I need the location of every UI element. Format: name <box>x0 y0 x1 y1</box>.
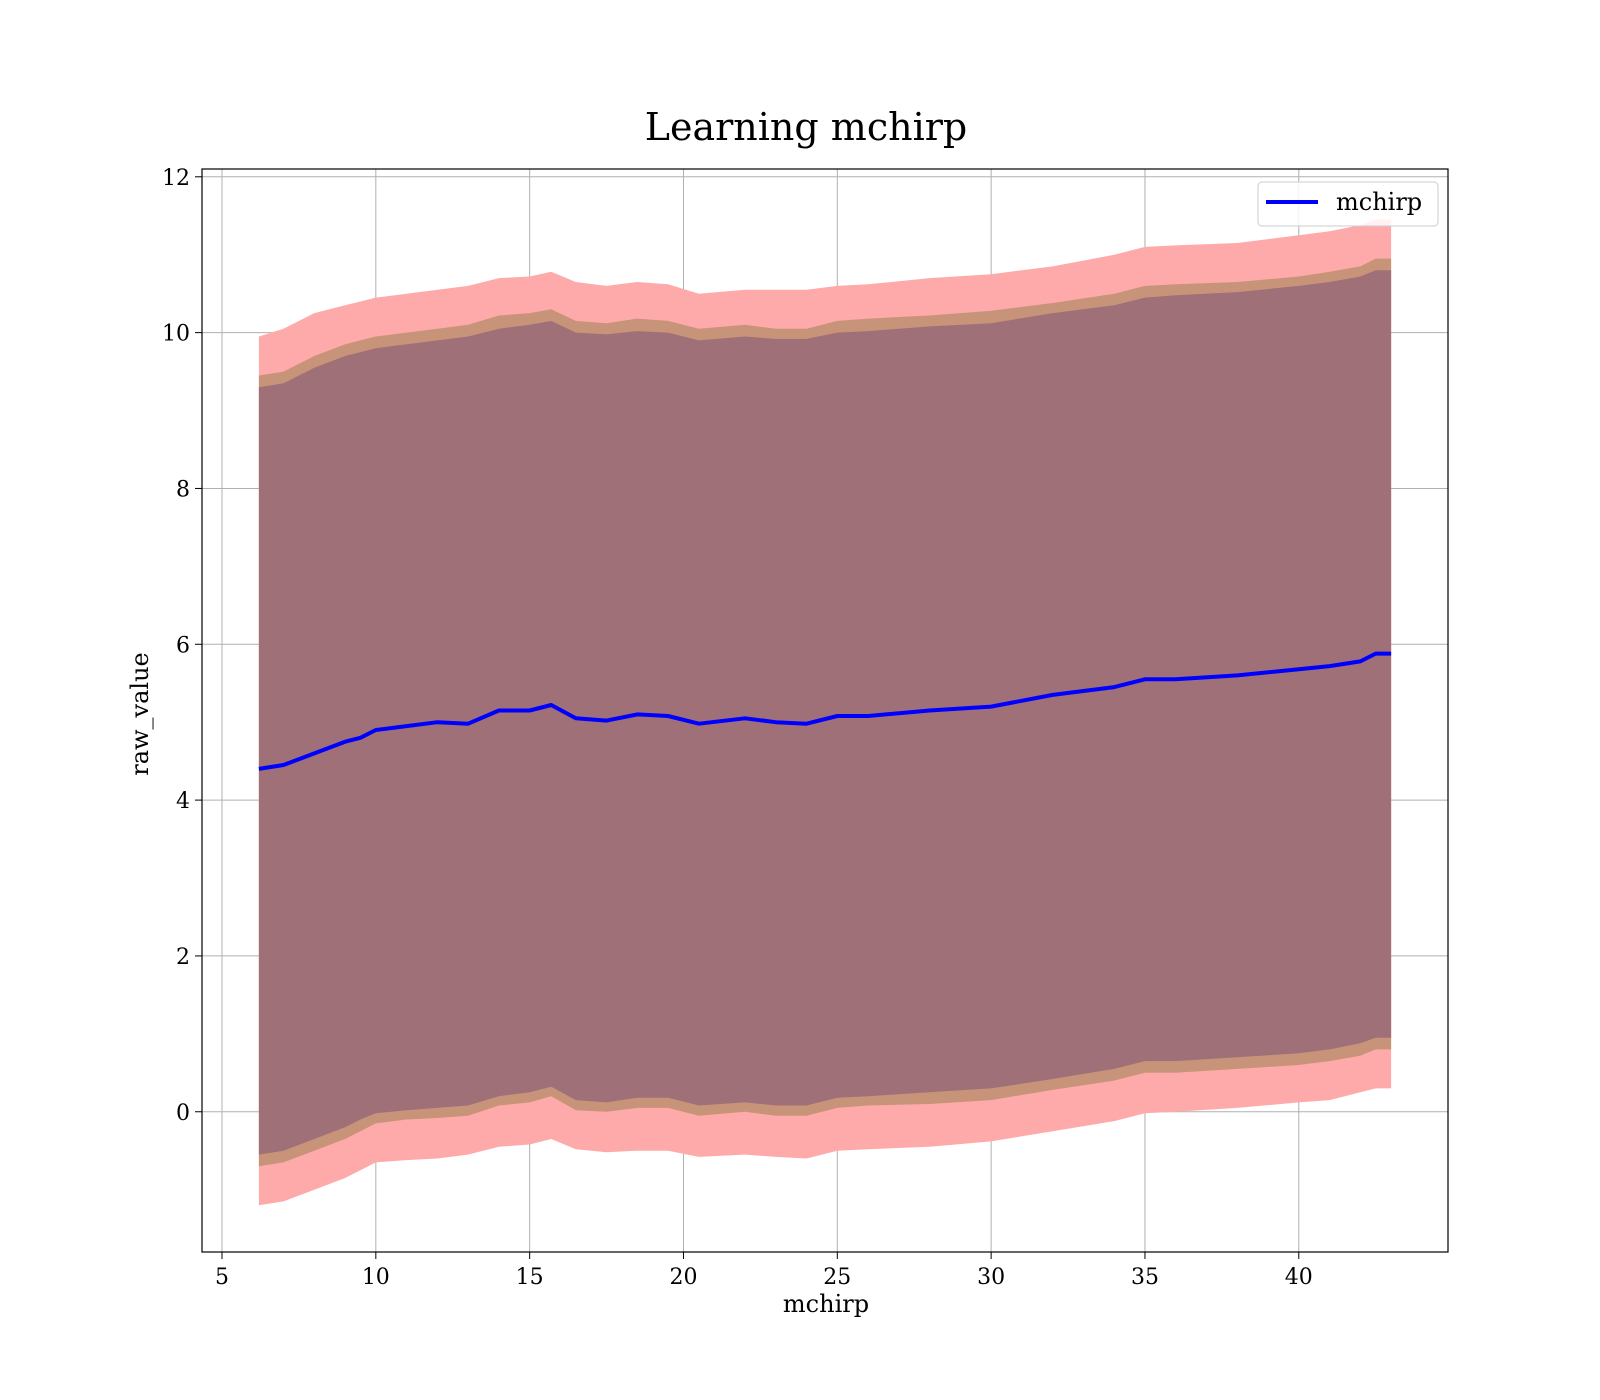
chart-title: Learning mchirp <box>645 105 967 149</box>
x-tick-label: 10 <box>362 1265 390 1290</box>
y-tick-label: 0 <box>176 1101 190 1126</box>
inner-band <box>258 270 1392 1155</box>
x-tick-label: 15 <box>516 1265 544 1290</box>
legend-label-mchirp: mchirp <box>1336 188 1422 216</box>
x-tick-label: 25 <box>823 1265 851 1290</box>
x-tick-label: 5 <box>215 1265 229 1290</box>
legend: mchirp <box>1257 181 1439 227</box>
x-tick-label: 35 <box>1131 1265 1159 1290</box>
plot-area <box>201 168 1449 1253</box>
mean-line-layer <box>258 651 1392 771</box>
x-tick-label: 40 <box>1285 1265 1313 1290</box>
x-tick-label: 20 <box>669 1265 697 1290</box>
y-tick-label: 6 <box>176 633 190 658</box>
y-axis-label: raw_value <box>126 652 154 776</box>
legend-box <box>1257 181 1439 227</box>
y-tick-label: 12 <box>162 166 190 191</box>
x-axis-ticks: 5 10 15 20 25 30 35 40 <box>215 1252 1313 1290</box>
confidence-bands <box>258 219 1392 1206</box>
x-tick-label: 30 <box>977 1265 1005 1290</box>
y-tick-label: 2 <box>176 945 190 970</box>
y-tick-label: 8 <box>176 477 190 502</box>
plot-frame <box>201 168 1449 1253</box>
mean-line-mchirp <box>258 651 1392 771</box>
y-tick-label: 10 <box>162 322 190 347</box>
y-axis-ticks: 0 2 4 6 8 10 12 <box>162 166 202 1126</box>
x-axis-label: mchirp <box>783 1290 869 1318</box>
y-tick-label: 4 <box>176 789 190 814</box>
